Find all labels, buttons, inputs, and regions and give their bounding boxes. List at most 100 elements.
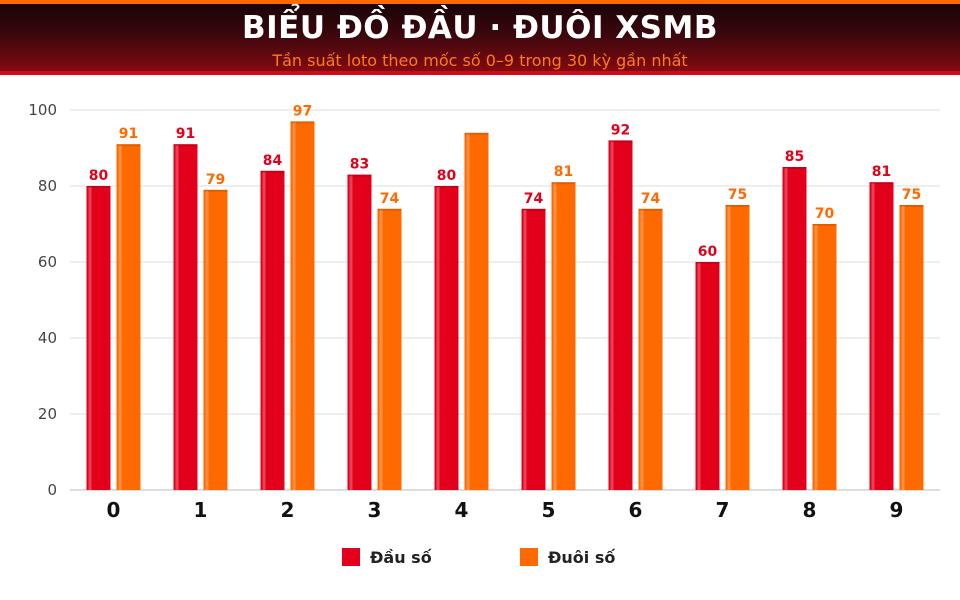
bar-duoi-2 bbox=[290, 121, 315, 491]
bar-dau-0 bbox=[86, 186, 111, 490]
bar-top-edge bbox=[782, 167, 807, 169]
bar-top-edge bbox=[86, 186, 111, 188]
bar-dau-6 bbox=[608, 140, 633, 490]
data-label: 60 bbox=[698, 244, 718, 260]
bar-dau-8 bbox=[782, 167, 807, 490]
bar-rect bbox=[116, 144, 141, 490]
data-label: 75 bbox=[902, 187, 921, 203]
bar-highlight bbox=[610, 141, 614, 490]
legend-label-dau: Đầu số bbox=[370, 547, 432, 567]
data-labels: 80 91 91 79 84 97 83 74 80 74 81 92 74 60 75 85 70 81 75 bbox=[89, 103, 921, 260]
y-tick-label: 40 bbox=[38, 329, 57, 347]
y-tick-label: 0 bbox=[47, 481, 57, 499]
x-tick-label: 0 bbox=[107, 498, 121, 522]
x-tick-label: 7 bbox=[716, 498, 730, 522]
bar-dau-7 bbox=[695, 262, 720, 490]
bar-rect bbox=[608, 140, 633, 490]
bar-rect bbox=[290, 121, 315, 491]
y-tick-label: 20 bbox=[38, 405, 57, 423]
bar-rect bbox=[812, 224, 837, 490]
x-tick-label: 2 bbox=[281, 498, 295, 522]
bar-top-edge bbox=[695, 262, 720, 264]
data-label: 75 bbox=[728, 187, 747, 203]
bar-highlight bbox=[697, 263, 701, 490]
bar-rect bbox=[638, 208, 663, 491]
bar-highlight bbox=[379, 209, 383, 491]
bar-highlight bbox=[901, 206, 905, 490]
bar-rect bbox=[899, 205, 924, 490]
bar-rect bbox=[782, 167, 807, 490]
bar-rect bbox=[260, 170, 285, 491]
bar-top-edge bbox=[551, 182, 576, 185]
bars bbox=[86, 121, 924, 491]
grid-lines bbox=[70, 109, 940, 491]
data-label: 92 bbox=[611, 122, 630, 138]
bar-highlight bbox=[727, 206, 731, 490]
data-label: 74 bbox=[380, 191, 400, 207]
bar-highlight bbox=[262, 171, 266, 491]
bar-rect bbox=[869, 182, 894, 490]
bar-top-edge bbox=[290, 121, 315, 124]
y-tick-label: 100 bbox=[28, 101, 57, 119]
y-tick-label: 60 bbox=[38, 253, 57, 271]
bar-duoi-1 bbox=[203, 189, 228, 491]
bar-top-edge bbox=[116, 144, 141, 147]
data-label: 80 bbox=[437, 168, 457, 184]
bar-highlight bbox=[205, 190, 209, 491]
x-axis-ticks: 0 1 2 3 4 5 6 7 8 9 bbox=[107, 498, 904, 522]
bar-top-edge bbox=[725, 205, 750, 207]
bar-duoi-4 bbox=[464, 132, 489, 491]
x-tick-label: 3 bbox=[368, 498, 382, 522]
header-divider bbox=[0, 71, 960, 75]
bar-highlight bbox=[118, 145, 122, 490]
data-label: 79 bbox=[206, 172, 225, 188]
bar-duoi-9 bbox=[899, 205, 924, 490]
bar-rect bbox=[434, 186, 459, 490]
bar-duoi-0 bbox=[116, 144, 141, 490]
legend-item-dau: Đầu số bbox=[342, 546, 432, 568]
bar-highlight bbox=[349, 175, 353, 490]
bar-top-edge bbox=[464, 132, 489, 135]
data-label: 80 bbox=[89, 168, 109, 184]
bar-top-edge bbox=[608, 140, 633, 143]
bar-dau-5 bbox=[521, 208, 546, 491]
bar-top-edge bbox=[869, 182, 894, 185]
bar-top-edge bbox=[377, 208, 402, 211]
x-tick-label: 8 bbox=[803, 498, 817, 522]
data-label: 85 bbox=[785, 149, 804, 165]
x-tick-label: 9 bbox=[890, 498, 904, 522]
bar-highlight bbox=[814, 225, 818, 490]
bar-rect bbox=[464, 132, 489, 491]
bar-top-edge bbox=[203, 189, 228, 192]
bar-duoi-3 bbox=[377, 208, 402, 491]
y-tick-label: 80 bbox=[38, 177, 57, 195]
legend-item-duoi: Đuôi số bbox=[520, 546, 615, 568]
bar-top-edge bbox=[347, 174, 372, 177]
bar-duoi-5 bbox=[551, 182, 576, 490]
legend-swatch-dau bbox=[342, 548, 360, 566]
bar-dau-4 bbox=[434, 186, 459, 490]
bar-highlight bbox=[292, 122, 296, 491]
legend-label-duoi: Đuôi số bbox=[548, 547, 616, 567]
data-label: 97 bbox=[293, 103, 312, 119]
chart-legend: Đầu số Đuôi số bbox=[0, 546, 960, 568]
data-label: 81 bbox=[554, 164, 573, 180]
bar-highlight bbox=[640, 209, 644, 491]
bar-rect bbox=[695, 262, 720, 490]
data-label: 83 bbox=[350, 157, 369, 173]
bar-rect bbox=[203, 189, 228, 491]
bar-top-edge bbox=[521, 208, 546, 211]
chart-header: BIỂU ĐỒ ĐẦU · ĐUÔI XSMB Tần suất loto th… bbox=[0, 0, 960, 75]
bar-highlight bbox=[88, 187, 92, 490]
bar-top-edge bbox=[173, 144, 198, 147]
bar-rect bbox=[377, 208, 402, 491]
bar-duoi-6 bbox=[638, 208, 663, 491]
bar-rect bbox=[173, 144, 198, 490]
data-label: 81 bbox=[872, 164, 891, 180]
bar-top-edge bbox=[260, 170, 285, 173]
bar-dau-9 bbox=[869, 182, 894, 490]
data-label: 70 bbox=[815, 206, 835, 222]
bar-top-edge bbox=[434, 186, 459, 188]
data-label: 91 bbox=[119, 126, 138, 142]
